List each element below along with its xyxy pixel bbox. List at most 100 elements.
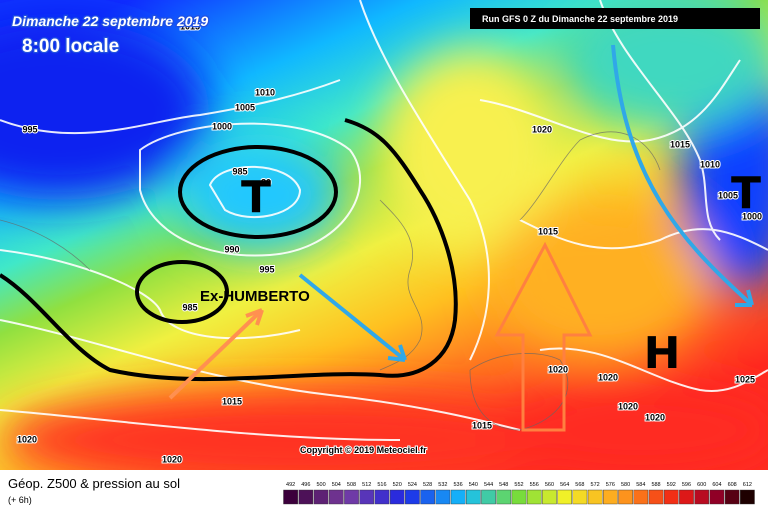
colorbar-cell xyxy=(481,489,496,505)
colorbar-label: 604 xyxy=(712,482,721,488)
colorbar-cell xyxy=(618,489,633,505)
arrows xyxy=(168,44,754,432)
low-symbol: T xyxy=(241,172,271,223)
colorbar-cell xyxy=(374,489,390,505)
isobar-label: 995 xyxy=(22,124,37,134)
colorbar-label: 552 xyxy=(514,482,523,488)
map: 1015 995 1010 1005 1000 985 80 990 995 9… xyxy=(0,0,768,470)
colorbar-label: 592 xyxy=(667,482,676,488)
isobar-labels: 1015 995 1010 1005 1000 985 80 990 995 9… xyxy=(16,20,763,465)
copyright: Copyright © 2019 Meteociel.fr xyxy=(300,445,427,455)
isobar-label: 1005 xyxy=(718,190,738,200)
isobar-label: 1020 xyxy=(645,412,665,422)
colorbar-label: 596 xyxy=(682,482,691,488)
colorbar-cell xyxy=(496,489,512,505)
colorbar-cell xyxy=(359,489,375,505)
footer-title: Géop. Z500 & pression au sol xyxy=(8,476,180,491)
isobar-label: 1010 xyxy=(700,159,720,169)
colorbar-label: 528 xyxy=(423,482,432,488)
colorbar-cell xyxy=(344,489,359,505)
isobar-label: 990 xyxy=(224,244,239,254)
isobar-label: 1020 xyxy=(598,372,618,382)
colorbar-label: 600 xyxy=(697,482,706,488)
high-symbol: H xyxy=(644,328,681,379)
colorbar-label: 516 xyxy=(377,482,386,488)
isobar-label: 1015 xyxy=(538,226,558,236)
colorbar-cell xyxy=(724,489,740,505)
colorbar-cell xyxy=(663,489,679,505)
colorbar-cell xyxy=(572,489,588,505)
isobar-label: 985 xyxy=(232,166,247,176)
footer-lead: (+ 6h) xyxy=(8,495,32,505)
isobar-label: 1000 xyxy=(742,211,762,221)
colorbar-cell xyxy=(466,489,481,505)
colorbar: 492 496 500 504 508 512 516 520 524 528 532 536 540 5… xyxy=(283,482,755,505)
isobar-label: 995 xyxy=(259,264,274,274)
colorbar-cell xyxy=(709,489,725,505)
colorbar-label: 572 xyxy=(591,482,600,488)
colorbar-cell xyxy=(313,489,329,505)
colorbar-cell xyxy=(694,489,710,505)
colorbar-cell xyxy=(435,489,451,505)
colorbar-label: 564 xyxy=(560,482,569,488)
colorbar-label: 520 xyxy=(393,482,402,488)
isobar-label: 1025 xyxy=(735,374,755,384)
isobar-label: 1020 xyxy=(618,401,638,411)
isobar-label: 1020 xyxy=(532,124,552,134)
colorbar-cell xyxy=(587,489,603,505)
colorbar-cell xyxy=(526,489,542,505)
colorbar-cell xyxy=(648,489,664,505)
colorbar-label: 540 xyxy=(469,482,478,488)
local-time: 8:00 locale xyxy=(22,36,119,57)
isobar-label: 1015 xyxy=(180,21,200,31)
colorbar-label: 588 xyxy=(651,482,660,488)
colorbar-label: 568 xyxy=(575,482,584,488)
colorbar-label: 556 xyxy=(530,482,539,488)
colorbar-label: 504 xyxy=(332,482,341,488)
black-contours xyxy=(0,118,458,382)
field-blobs xyxy=(0,0,768,470)
colorbar-cell xyxy=(389,489,405,505)
colorbar-cell xyxy=(557,489,572,505)
isobar-label: 1005 xyxy=(235,102,255,112)
colorbar-cell xyxy=(603,489,618,505)
isobar-label: 1020 xyxy=(17,434,37,444)
date: Dimanche 22 septembre 2019 xyxy=(12,13,208,29)
colorbar-label: 512 xyxy=(362,482,371,488)
storm-label: Ex-HUMBERTO xyxy=(200,288,310,305)
colorbar-label: 576 xyxy=(606,482,615,488)
isobar-label: 1015 xyxy=(222,396,242,406)
isobar-label: 1015 xyxy=(670,139,690,149)
run-box xyxy=(470,8,760,29)
colorbar-label: 508 xyxy=(347,482,356,488)
run-info: Run GFS 0 Z du Dimanche 22 septembre 201… xyxy=(482,14,678,24)
isobar-label: 1020 xyxy=(548,364,568,374)
colorbar-label: 548 xyxy=(499,482,508,488)
colorbar-cell xyxy=(633,489,649,505)
colorbar-cell xyxy=(298,489,314,505)
colorbar-label: 608 xyxy=(728,482,737,488)
colorbar-cell xyxy=(405,489,420,505)
colorbar-label: 524 xyxy=(408,482,417,488)
colorbar-cell xyxy=(283,489,298,505)
isobar-label: 985 xyxy=(182,302,197,312)
isobar-label: 1015 xyxy=(472,420,492,430)
colorbar-label: 612 xyxy=(743,482,752,488)
isobar-label: 1000 xyxy=(212,121,232,131)
colorbar-cell xyxy=(328,489,344,505)
colorbar-label: 584 xyxy=(636,482,645,488)
colorbar-label: 560 xyxy=(545,482,554,488)
colorbar-label: 496 xyxy=(301,482,310,488)
colorbar-cell xyxy=(511,489,527,505)
colorbar-label: 580 xyxy=(621,482,630,488)
colorbar-cell xyxy=(679,489,694,505)
isobar-label: 80 xyxy=(261,177,271,187)
isobar-label: 1020 xyxy=(162,454,182,464)
colorbar-label: 544 xyxy=(484,482,493,488)
isobar-label: 1010 xyxy=(255,87,275,97)
colorbar-cell xyxy=(420,489,435,505)
colorbar-cell xyxy=(740,489,755,505)
colorbar-label: 536 xyxy=(454,482,463,488)
colorbar-label: 500 xyxy=(316,482,325,488)
